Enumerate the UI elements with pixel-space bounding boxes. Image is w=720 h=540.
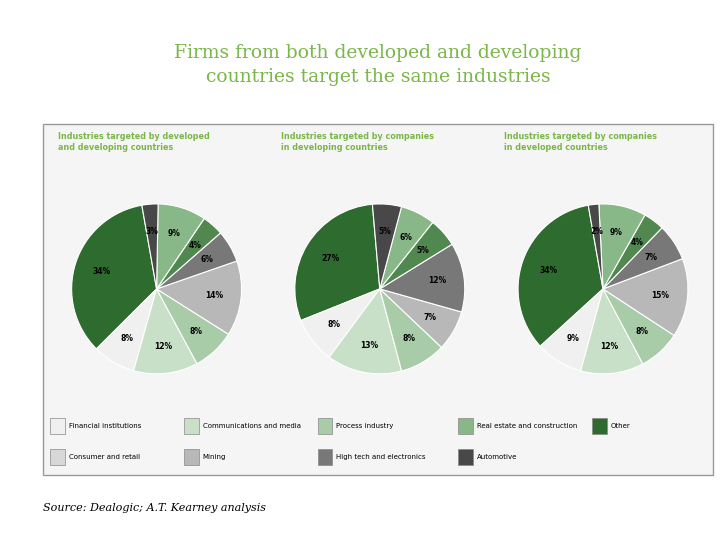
Text: 9%: 9% (567, 334, 580, 343)
Bar (459, 449, 473, 465)
Wedge shape (295, 204, 380, 320)
Text: Industries targeted by companies
in developed countries: Industries targeted by companies in deve… (504, 132, 657, 152)
Text: 34%: 34% (539, 266, 557, 275)
Text: 27%: 27% (321, 254, 340, 263)
Text: 7%: 7% (423, 313, 436, 322)
Text: Mining: Mining (202, 454, 226, 460)
Wedge shape (157, 233, 237, 289)
Text: Southern Multinationals?: Southern Multinationals? (12, 205, 24, 357)
Wedge shape (301, 289, 380, 357)
Wedge shape (96, 289, 157, 370)
Wedge shape (380, 244, 464, 312)
Text: 5%: 5% (417, 246, 429, 255)
Wedge shape (142, 204, 158, 289)
Text: 8%: 8% (636, 327, 649, 336)
Text: 8%: 8% (189, 327, 202, 336)
Text: 12%: 12% (428, 276, 446, 286)
Text: Process industry: Process industry (336, 423, 394, 429)
Wedge shape (157, 204, 204, 289)
Text: 4%: 4% (189, 241, 202, 250)
Wedge shape (599, 204, 645, 289)
Wedge shape (157, 289, 228, 363)
Wedge shape (603, 259, 688, 335)
Bar (318, 417, 333, 435)
Bar (593, 417, 607, 435)
Text: Industries targeted by companies
in developing countries: Industries targeted by companies in deve… (281, 132, 434, 152)
Text: Real estate and construction: Real estate and construction (477, 423, 577, 429)
Text: Communications and media: Communications and media (202, 423, 300, 429)
Bar (50, 449, 65, 465)
Text: 5%: 5% (378, 227, 391, 236)
Text: 8%: 8% (402, 334, 416, 343)
Bar (184, 449, 199, 465)
Wedge shape (380, 289, 462, 347)
Text: 14%: 14% (205, 291, 223, 300)
Wedge shape (581, 289, 643, 374)
Bar (459, 417, 473, 435)
Text: 2%: 2% (590, 227, 603, 236)
Text: High tech and electronics: High tech and electronics (336, 454, 426, 460)
Text: 9%: 9% (610, 228, 623, 237)
Wedge shape (134, 289, 197, 374)
Text: 8%: 8% (328, 320, 341, 329)
Text: Automotive: Automotive (477, 454, 518, 460)
Text: 4%: 4% (631, 238, 644, 247)
FancyBboxPatch shape (43, 124, 713, 475)
Wedge shape (329, 289, 402, 374)
Wedge shape (157, 219, 220, 289)
Text: 9%: 9% (168, 230, 181, 238)
Wedge shape (588, 204, 603, 289)
Text: Other: Other (611, 423, 631, 429)
Text: 13%: 13% (360, 341, 378, 350)
Wedge shape (380, 207, 433, 289)
Wedge shape (603, 289, 674, 364)
Text: 15%: 15% (652, 291, 670, 300)
Wedge shape (603, 228, 683, 289)
Text: Financial institutions: Financial institutions (68, 423, 141, 429)
Bar (318, 449, 333, 465)
Wedge shape (157, 261, 241, 334)
Bar (50, 417, 65, 435)
Text: 3%: 3% (145, 227, 158, 236)
Text: 34%: 34% (92, 267, 111, 276)
Wedge shape (603, 215, 662, 289)
Text: Source: Dealogic; A.T. Kearney analysis: Source: Dealogic; A.T. Kearney analysis (43, 503, 266, 512)
Text: 6%: 6% (200, 255, 213, 265)
Text: 12%: 12% (154, 342, 172, 351)
Text: 12%: 12% (600, 342, 618, 351)
Text: 8%: 8% (121, 334, 134, 343)
Text: 7%: 7% (644, 253, 658, 261)
Wedge shape (540, 289, 603, 371)
Wedge shape (72, 205, 157, 349)
Text: 6%: 6% (400, 233, 412, 242)
Bar (184, 417, 199, 435)
Text: Firms from both developed and developing
countries target the same industries: Firms from both developed and developing… (174, 44, 582, 86)
Wedge shape (518, 205, 603, 346)
Wedge shape (372, 204, 402, 289)
Text: Consumer and retail: Consumer and retail (68, 454, 140, 460)
Wedge shape (380, 222, 452, 289)
Text: Industries targeted by developed
and developing countries: Industries targeted by developed and dev… (58, 132, 210, 152)
Wedge shape (380, 289, 441, 371)
